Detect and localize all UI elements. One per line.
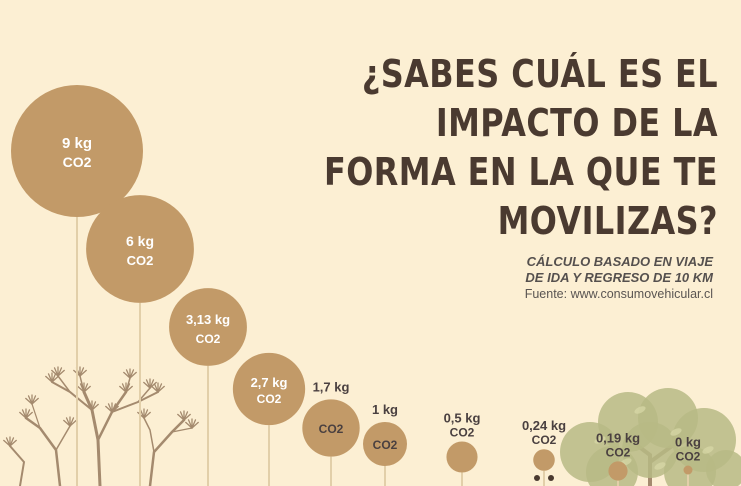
- bubble-unit-label: CO2: [63, 154, 92, 170]
- decor-dot: [548, 475, 554, 481]
- note-line-1: CÁLCULO BASADO EN VIAJE: [526, 254, 713, 269]
- decor-dot: [534, 475, 540, 481]
- bubble-7: [533, 449, 555, 471]
- bubble-stems: [76, 217, 689, 486]
- green-tree-icon: [560, 388, 741, 486]
- bubble-value-label: 0,5 kg: [444, 410, 481, 425]
- bubble-unit-label: CO2: [373, 438, 398, 452]
- bubble-1: [86, 195, 194, 303]
- bubble-5: [363, 422, 407, 466]
- bubble-unit-label: CO2: [606, 445, 631, 459]
- bubble-8: [608, 461, 628, 481]
- bubble-unit-label: CO2: [127, 253, 154, 268]
- bubble-4: [302, 399, 360, 457]
- bubble-unit-label: CO2: [257, 392, 282, 406]
- bubble-9: [683, 465, 693, 475]
- bubble-unit-label: CO2: [319, 422, 344, 436]
- bubble-value-label: 3,13 kg: [186, 312, 230, 327]
- bubble-value-label: 2,7 kg: [251, 375, 288, 390]
- source-text: Fuente: www.consumovehicular.cl: [524, 287, 713, 301]
- bubble-value-label: 6 kg: [126, 233, 154, 249]
- bubble-value-label: 9 kg: [62, 135, 92, 152]
- title-line-2: FORMA EN LA QUE TE MOVILIZAS?: [324, 150, 718, 243]
- bubble-value-label: 0 kg: [675, 435, 701, 450]
- bubble-value-label: 1 kg: [372, 402, 398, 417]
- note-line-2: DE IDA Y REGRESO DE 10 KM: [525, 270, 713, 285]
- bubble-value-label: 0,19 kg: [596, 430, 640, 445]
- bubble-unit-label: CO2: [676, 450, 701, 464]
- bubble-labels: 9 kg CO2 6 kg CO2 3,13 kg CO2 2,7 kg CO2 1,7 kg C…: [62, 135, 701, 464]
- calculation-note: CÁLCULO BASADO EN VIAJE DE IDA Y REGRESO…: [525, 254, 713, 302]
- bubble-6: [446, 441, 478, 473]
- bare-tree-icon: [3, 366, 199, 486]
- bubble-2: [169, 288, 247, 366]
- bubble-unit-label: CO2: [532, 433, 557, 447]
- bubble-value-label: 0,24 kg: [522, 418, 566, 433]
- title-line-1: ¿SABES CUÁL ES EL IMPACTO DE LA: [361, 52, 718, 145]
- bubble-0: [11, 85, 143, 217]
- page-title: ¿SABES CUÁL ES EL IMPACTO DE LA FORMA EN…: [214, 50, 718, 246]
- bubble-3: [232, 352, 306, 426]
- bubble-unit-label: CO2: [196, 332, 221, 346]
- bubbles: [11, 85, 693, 481]
- bubble-unit-label: CO2: [450, 425, 475, 439]
- bubble-value-label: 1,7 kg: [313, 379, 350, 394]
